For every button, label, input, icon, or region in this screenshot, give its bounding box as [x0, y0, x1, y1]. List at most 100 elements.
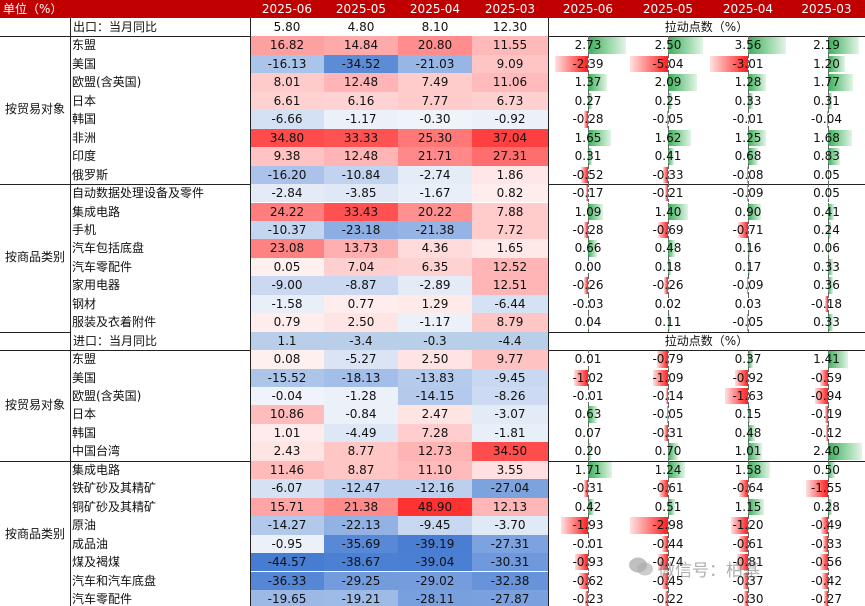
contribution-value: -0.30	[732, 591, 764, 606]
zero-line	[668, 220, 669, 240]
contribution-bar	[588, 148, 593, 165]
contribution-value: -0.21	[652, 186, 684, 201]
row-label: 家用电器	[72, 278, 121, 293]
contribution-bar	[573, 369, 588, 386]
contribution-value: -0.31	[572, 481, 604, 496]
yoy-value: 33.33	[324, 128, 398, 148]
zero-line	[828, 350, 829, 369]
zero-line	[828, 73, 829, 92]
zero-line	[828, 313, 829, 332]
section-title: 出口：当月同比	[70, 18, 250, 37]
zero-line	[748, 110, 749, 129]
yoy-value: 12.73	[398, 442, 472, 461]
yoy-value: -0.92	[472, 110, 548, 129]
zero-line	[748, 184, 749, 203]
zero-line	[588, 405, 589, 424]
zero-line	[828, 423, 829, 443]
zero-line	[828, 110, 829, 129]
yoy-value: 24.22	[250, 202, 324, 221]
contribution-value: -0.27	[810, 591, 843, 606]
contribution-value: 0.02	[654, 296, 682, 311]
yoy-value: 12.48	[324, 147, 398, 166]
row-label: 欧盟(含英国)	[72, 75, 142, 90]
contribution-value: -0.33	[652, 167, 684, 182]
contribution-bar	[658, 221, 668, 239]
month-header: 2025-04	[708, 0, 788, 18]
zero-line	[588, 54, 589, 74]
yoy-value: -6.07	[250, 479, 324, 498]
contribution-bar	[828, 74, 853, 91]
contribution-bar	[748, 424, 755, 442]
yoy-value: 9.77	[472, 350, 548, 369]
yoy-value: 3.55	[472, 460, 548, 480]
yoy-value: 2.43	[250, 442, 324, 461]
contribution-bar	[657, 554, 668, 571]
contribution-value: -0.59	[810, 370, 843, 385]
contribution-value: -0.03	[572, 296, 604, 311]
zero-line	[748, 147, 749, 166]
contribution-value: 1.09	[574, 204, 602, 219]
contribution-value: 0.06	[813, 241, 840, 256]
contribution-value: 0.16	[734, 241, 762, 256]
contribution-bar	[828, 443, 862, 460]
zero-line	[588, 516, 589, 535]
zero-line	[828, 165, 829, 185]
zero-line	[748, 202, 749, 221]
row-label: 欧盟(含英国)	[72, 389, 142, 403]
contribution-value: 0.83	[813, 149, 840, 164]
zero-line	[828, 497, 829, 517]
row-label: 铜矿砂及其精矿	[72, 499, 157, 514]
contribution-value: -0.09	[732, 278, 764, 293]
yoy-value: 7.77	[398, 91, 472, 111]
contribution-bar	[748, 148, 758, 165]
row-label: 美国	[72, 56, 97, 71]
zero-line	[588, 36, 589, 55]
yoy-value: 7.28	[398, 423, 472, 443]
contribution-value: 0.50	[813, 462, 840, 477]
zero-line	[748, 589, 749, 606]
zero-line	[828, 54, 829, 74]
contribution-value: 1.24	[654, 462, 682, 477]
contribution-value: 2.19	[813, 38, 840, 53]
headline-value: -3.4	[324, 331, 398, 351]
yoy-value: -21.03	[398, 54, 472, 74]
zero-line	[748, 294, 749, 314]
yoy-value: 6.16	[324, 91, 398, 111]
contribution-bar	[828, 37, 859, 54]
yoy-value: -12.47	[324, 479, 398, 498]
yoy-value: 6.73	[472, 91, 548, 111]
contribution-bar	[588, 92, 592, 110]
contribution-bar	[748, 258, 751, 276]
yoy-value: -29.02	[398, 571, 472, 590]
contribution-bar	[739, 480, 748, 497]
zero-line	[828, 571, 829, 590]
contribution-bar	[748, 74, 766, 91]
contribution-value: -0.04	[810, 112, 843, 127]
contribution-value: -1.09	[652, 370, 684, 385]
yoy-value: -13.83	[398, 368, 472, 387]
contribution-bar	[739, 535, 748, 553]
zero-line	[668, 276, 669, 295]
yoy-value: -4.49	[324, 423, 398, 443]
contribution-value: -0.37	[732, 573, 764, 588]
zero-line	[748, 36, 749, 55]
contribution-bar	[667, 111, 668, 128]
contribution-value: -0.08	[732, 167, 764, 182]
zero-line	[668, 442, 669, 461]
yoy-value: 23.08	[250, 239, 324, 258]
contribution-value: -0.05	[652, 407, 684, 422]
contribution-bar	[584, 111, 588, 128]
yoy-value: 13.73	[324, 239, 398, 258]
column-divider	[250, 18, 251, 606]
contribution-bar	[828, 351, 848, 368]
contribution-value: 0.24	[813, 222, 840, 237]
zero-line	[828, 91, 829, 111]
zero-line	[588, 276, 589, 295]
yoy-value: -1.17	[398, 313, 472, 332]
yoy-value: 12.52	[472, 257, 548, 277]
row-label: 自动数据处理设备及零件	[72, 186, 205, 201]
zero-line	[748, 73, 749, 92]
contribution-value: -0.22	[652, 591, 684, 606]
contribution-bar	[661, 535, 668, 553]
contribution-bar	[710, 55, 748, 73]
